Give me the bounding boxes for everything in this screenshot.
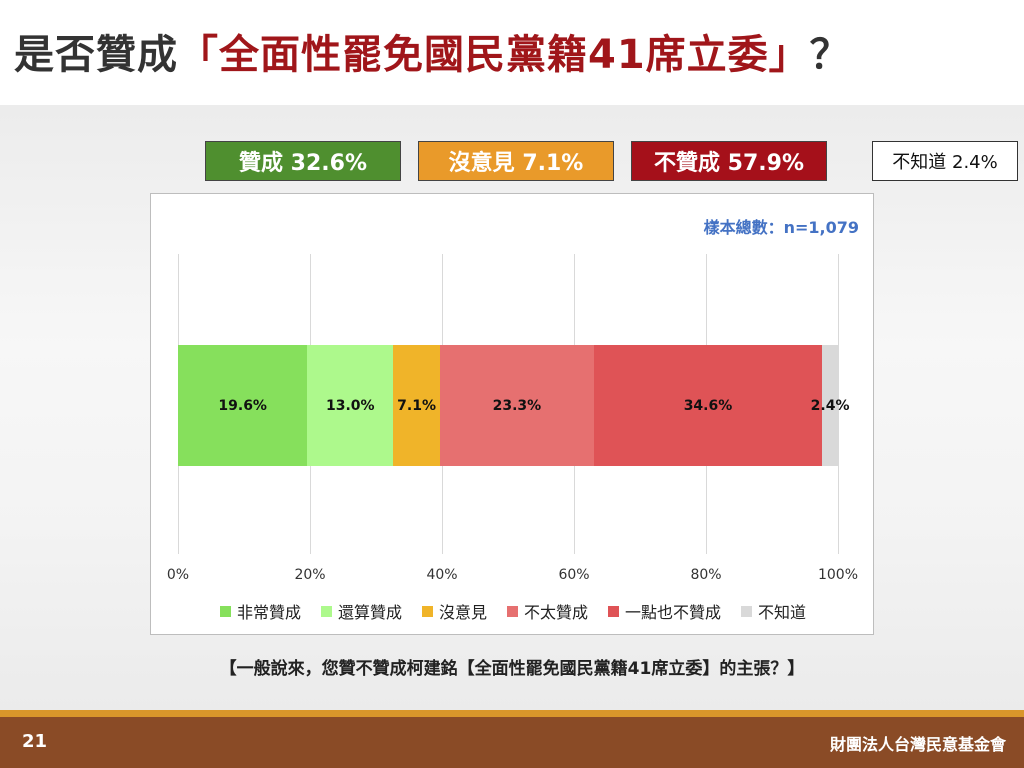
bar-segment: 7.1% [393, 345, 441, 466]
legend-item: 不太贊成 [507, 599, 588, 623]
legend-swatch [219, 605, 231, 617]
bar-segment: 34.6% [593, 345, 823, 466]
legend-label: 沒意見 [438, 603, 487, 622]
legend-swatch [608, 605, 620, 617]
title-suffix: ？ [809, 32, 851, 78]
legend-label: 一點也不贊成 [625, 603, 722, 622]
legend-label: 不知道 [758, 603, 807, 622]
x-tick-label: 100% [817, 567, 859, 583]
footer-bar: 21 財團法人台灣民意基金會 [0, 717, 1024, 768]
legend-item: 還算贊成 [320, 599, 402, 623]
legend-item: 一點也不贊成 [608, 599, 721, 623]
x-tick-label: 20% [294, 567, 326, 583]
chart-legend: 非常贊成 還算贊成 沒意見 不太贊成 一點也不贊成 不知道 [151, 599, 875, 623]
x-tick-label: 60% [558, 567, 590, 583]
summary-unknown-badge: 不知道 2.4% [872, 141, 1018, 181]
data-label: 19.6% [218, 397, 267, 414]
data-label: 23.3% [492, 397, 542, 414]
page-title: 是否贊成「全面性罷免國民黨籍41席立委」？ [14, 22, 851, 80]
summary-disapprove-badge: 不贊成 57.9% [631, 141, 827, 181]
data-label: 34.6% [683, 397, 733, 414]
plot-area: 0% 20% 40% 60% 80% 100% 19.6% 13.0% 7.1% 23.3% 34.… [167, 254, 858, 583]
title-bar: 是否贊成「全面性罷免國民黨籍41席立委」？ [0, 0, 1024, 105]
legend-swatch [421, 605, 433, 617]
survey-question: 【一般說來，您贊不贊成柯建銘【全面性罷免國民黨籍41席立委】的主張？】 [219, 659, 805, 679]
gridline [838, 254, 839, 554]
footer-accent-strip [0, 710, 1024, 717]
legend-swatch [320, 605, 332, 617]
data-label: 7.1% [397, 397, 436, 414]
legend-label: 還算贊成 [337, 603, 402, 622]
legend-label: 非常贊成 [236, 603, 301, 622]
legend-label: 不太贊成 [524, 603, 589, 622]
bar-segment: 19.6% [178, 345, 308, 466]
data-label: 2.4% [810, 397, 850, 414]
page-number: 21 [22, 731, 48, 752]
summary-approve-badge: 贊成 32.6% [205, 141, 401, 181]
bar-segment: 2.4% [811, 345, 849, 466]
legend-item: 沒意見 [421, 599, 487, 623]
organization-name: 財團法人台灣民意基金會 [829, 735, 1006, 754]
x-tick-label: 40% [426, 567, 458, 583]
legend-swatch [741, 605, 753, 617]
sample-size-label: 樣本總數：n=1,079 [703, 218, 859, 237]
legend-swatch [507, 605, 518, 617]
x-tick-label: 80% [690, 567, 722, 583]
x-tick-label: 0% [166, 567, 190, 583]
chart-panel: 樣本總數：n=1,079 0% 20% 40% 60% 80% 100% 19.6% 13.0… [150, 193, 874, 635]
legend-item: 非常贊成 [219, 599, 301, 623]
title-prefix: 是否贊成 [14, 32, 178, 78]
bar-segment: 23.3% [440, 345, 594, 466]
bar-segment: 13.0% [307, 345, 394, 466]
legend-item: 不知道 [741, 599, 806, 623]
title-highlight: 「全面性罷免國民黨籍41席立委」 [178, 32, 810, 78]
summary-no-opinion-badge: 沒意見 7.1% [418, 141, 614, 181]
data-label: 13.0% [325, 397, 375, 414]
